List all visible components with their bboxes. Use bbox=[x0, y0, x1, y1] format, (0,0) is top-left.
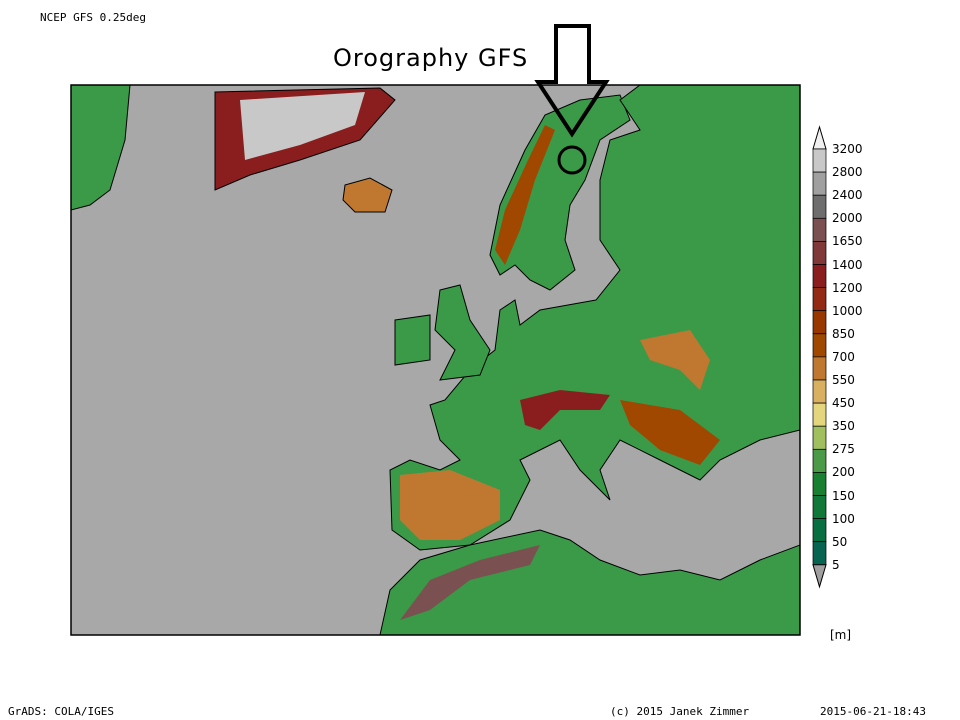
software-credit: GrADS: COLA/IGES bbox=[8, 705, 114, 718]
colorbar-box bbox=[812, 171, 827, 196]
colorbar-box bbox=[812, 402, 827, 427]
colorbar-tick-label: 200 bbox=[832, 465, 855, 480]
norway-mountains bbox=[495, 125, 555, 265]
map-frame bbox=[70, 84, 801, 636]
colorbar-tick-label: 2800 bbox=[832, 165, 863, 180]
colorbar-tick-label: 1000 bbox=[832, 303, 863, 318]
colorbar-unit: [m] bbox=[830, 628, 852, 642]
colorbar-box bbox=[812, 356, 827, 381]
colorbar-box bbox=[812, 495, 827, 519]
colorbar-tick-label: 100 bbox=[832, 511, 855, 526]
colorbar-tick-label: 1200 bbox=[832, 280, 863, 295]
iceland-land bbox=[342, 177, 393, 213]
colorbar-tick-label: 350 bbox=[832, 419, 855, 434]
labrador-land bbox=[71, 85, 131, 211]
colorbar-tick-label: 5 bbox=[832, 557, 840, 572]
colorbar-box bbox=[812, 333, 827, 358]
colorbar-tick-label: 3200 bbox=[832, 142, 863, 156]
colorbar-box bbox=[812, 518, 827, 543]
ireland-land bbox=[394, 314, 431, 366]
carpathians bbox=[640, 330, 710, 390]
model-label: NCEP GFS 0.25deg bbox=[40, 11, 146, 24]
colorbar-box bbox=[812, 217, 827, 242]
colorbar-tick-label: 50 bbox=[832, 534, 848, 549]
map-title: Orography GFS bbox=[333, 44, 529, 72]
balkans bbox=[620, 400, 720, 465]
colorbar-tick-label: 150 bbox=[832, 488, 855, 503]
colorbar-tick-label: 850 bbox=[832, 326, 855, 341]
colorbar-over-triangle bbox=[812, 125, 827, 150]
north-africa-land bbox=[379, 529, 800, 635]
colorbar-box bbox=[812, 287, 827, 312]
iberia-highlands bbox=[400, 470, 500, 540]
colorbar-tick-label: 2400 bbox=[832, 188, 863, 203]
colorbar-tick-label: 275 bbox=[832, 442, 855, 457]
colorbar-box bbox=[812, 148, 827, 173]
colorbar-box bbox=[812, 241, 827, 265]
timestamp: 2015-06-21-18:43 bbox=[820, 705, 926, 718]
alps bbox=[520, 390, 610, 430]
atlas-mountains bbox=[400, 545, 540, 620]
colorbar-tick-label: 2000 bbox=[832, 211, 863, 226]
great-britain-land bbox=[434, 284, 491, 381]
colorbar-box bbox=[812, 425, 827, 450]
colorbar bbox=[812, 125, 827, 589]
colorbar-box bbox=[812, 448, 827, 473]
colorbar-tick-label: 450 bbox=[832, 396, 855, 411]
colorbar-box bbox=[812, 472, 827, 496]
arrow-annotation bbox=[534, 24, 610, 138]
colorbar-tick-label: 550 bbox=[832, 373, 855, 387]
circle-annotation bbox=[557, 145, 587, 175]
colorbar-box bbox=[812, 541, 827, 566]
colorbar-tick-label: 1400 bbox=[832, 257, 863, 272]
colorbar-box bbox=[812, 379, 827, 404]
greenland-ice bbox=[240, 92, 365, 160]
colorbar-tick-label: 700 bbox=[832, 349, 855, 364]
colorbar-box bbox=[812, 264, 827, 288]
colorbar-tick-label: 1650 bbox=[832, 234, 863, 249]
colorbar-under-triangle bbox=[812, 564, 827, 589]
scandinavia-land bbox=[489, 94, 631, 291]
copyright: (c) 2015 Janek Zimmer bbox=[610, 705, 750, 718]
colorbar-box bbox=[812, 194, 827, 219]
colorbar-box bbox=[812, 310, 827, 335]
